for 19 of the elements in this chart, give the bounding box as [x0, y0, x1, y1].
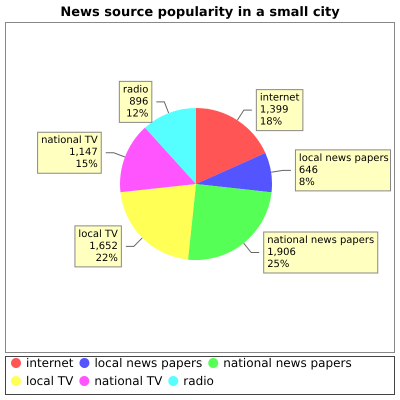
legend-label: internet — [26, 356, 74, 370]
legend-label: radio — [183, 374, 214, 388]
slice-label: internet — [260, 92, 300, 104]
legend-label: national news papers — [223, 356, 352, 370]
chart-title: News source popularity in a small city — [60, 5, 340, 20]
legend-label: local TV — [26, 374, 74, 388]
data-label: 1,399 18% — [260, 104, 288, 128]
slice-label: national news papers — [267, 235, 374, 246]
data-label: 1,652 22% — [89, 240, 118, 264]
legend-label: national TV — [94, 374, 164, 388]
data-label: 646 8% — [298, 164, 318, 188]
data-label: 1,147 15% — [69, 147, 98, 170]
data-label: 896 12% — [126, 96, 148, 120]
slice-label: national TV — [41, 135, 98, 146]
slice-label: radio — [122, 84, 148, 96]
legend-label: local news papers — [94, 356, 202, 370]
data-label: 1,906 25% — [267, 247, 296, 270]
slice-label: local TV — [78, 228, 118, 240]
slice-label: local news papers — [298, 152, 389, 164]
